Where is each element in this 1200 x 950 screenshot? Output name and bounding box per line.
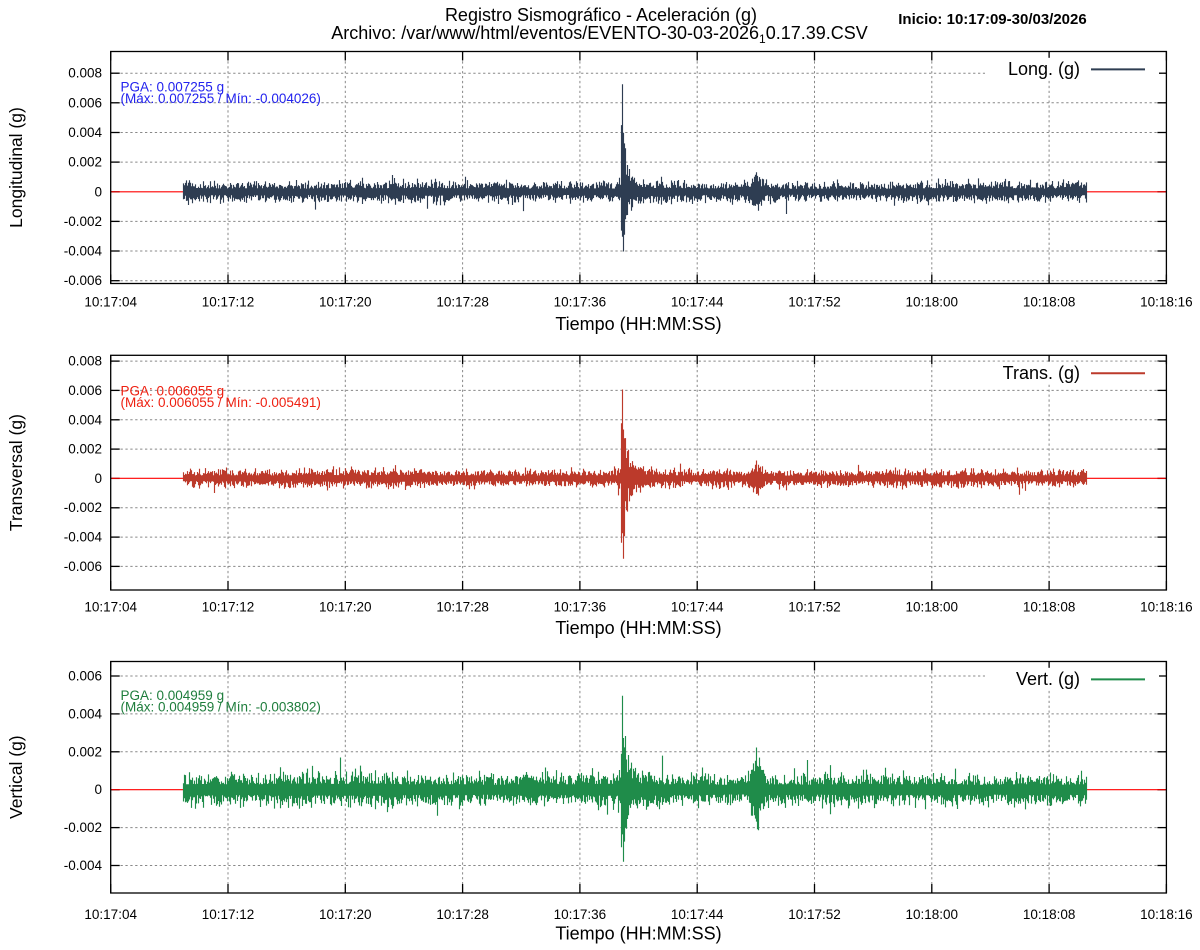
- svg-text:10:17:52: 10:17:52: [788, 295, 841, 310]
- svg-text:0: 0: [94, 184, 102, 199]
- svg-text:PGA: 0.007255 g: PGA: 0.007255 g: [121, 80, 225, 95]
- svg-text:Archivo: /var/www/html/eventos: Archivo: /var/www/html/eventos/EVENTO-30…: [331, 23, 868, 46]
- svg-text:0.006: 0.006: [68, 669, 102, 684]
- svg-text:0.004: 0.004: [68, 706, 102, 721]
- svg-text:10:17:28: 10:17:28: [436, 600, 489, 615]
- svg-text:Tiempo (HH:MM:SS): Tiempo (HH:MM:SS): [555, 314, 721, 334]
- svg-text:10:17:04: 10:17:04: [84, 295, 137, 310]
- svg-text:-0.004: -0.004: [64, 244, 103, 259]
- svg-text:0.006: 0.006: [68, 95, 102, 110]
- svg-text:(Máx: 0.006055 / Mín: -0.00549: (Máx: 0.006055 / Mín: -0.005491): [121, 395, 321, 410]
- svg-text:Inicio: 10:17:09-30/03/2026: Inicio: 10:17:09-30/03/2026: [898, 11, 1086, 28]
- svg-text:-0.002: -0.002: [64, 500, 102, 515]
- svg-text:0.004: 0.004: [68, 125, 102, 140]
- svg-text:10:17:04: 10:17:04: [84, 600, 137, 615]
- svg-text:10:18:16: 10:18:16: [1140, 907, 1193, 922]
- svg-text:0.008: 0.008: [68, 66, 102, 81]
- svg-text:10:18:08: 10:18:08: [1023, 295, 1076, 310]
- svg-text:10:17:44: 10:17:44: [671, 600, 724, 615]
- svg-text:0.006: 0.006: [68, 383, 102, 398]
- svg-text:(Máx: 0.007255 / Mín: -0.00402: (Máx: 0.007255 / Mín: -0.004026): [121, 91, 321, 106]
- svg-text:Trans. (g): Trans. (g): [1003, 363, 1080, 383]
- svg-text:10:17:12: 10:17:12: [202, 907, 255, 922]
- svg-text:-0.004: -0.004: [64, 858, 103, 873]
- svg-text:(Máx: 0.004959 / Mín: -0.00380: (Máx: 0.004959 / Mín: -0.003802): [121, 700, 321, 715]
- svg-text:PGA: 0.004959 g: PGA: 0.004959 g: [121, 688, 225, 703]
- svg-text:-0.004: -0.004: [64, 530, 103, 545]
- svg-text:10:17:44: 10:17:44: [671, 295, 724, 310]
- svg-text:0.002: 0.002: [68, 155, 102, 170]
- svg-text:10:18:08: 10:18:08: [1023, 600, 1076, 615]
- svg-text:PGA: 0.006055 g: PGA: 0.006055 g: [121, 383, 225, 398]
- svg-text:10:18:00: 10:18:00: [906, 600, 959, 615]
- svg-text:10:17:52: 10:17:52: [788, 907, 841, 922]
- svg-text:0: 0: [94, 471, 102, 486]
- svg-text:-0.002: -0.002: [64, 820, 102, 835]
- svg-text:Tiempo (HH:MM:SS): Tiempo (HH:MM:SS): [555, 618, 721, 638]
- svg-text:0.002: 0.002: [68, 442, 102, 457]
- svg-text:Transversal (g): Transversal (g): [6, 414, 26, 531]
- svg-text:0.008: 0.008: [68, 354, 102, 369]
- svg-text:10:17:28: 10:17:28: [436, 907, 489, 922]
- svg-text:10:17:20: 10:17:20: [319, 907, 372, 922]
- svg-text:10:18:08: 10:18:08: [1023, 907, 1076, 922]
- svg-text:10:17:36: 10:17:36: [554, 600, 607, 615]
- svg-text:10:17:44: 10:17:44: [671, 907, 724, 922]
- svg-text:0.004: 0.004: [68, 412, 102, 427]
- svg-text:-0.002: -0.002: [64, 214, 102, 229]
- svg-text:10:17:20: 10:17:20: [319, 600, 372, 615]
- svg-text:Longitudinal (g): Longitudinal (g): [6, 107, 26, 228]
- svg-text:10:17:04: 10:17:04: [84, 907, 137, 922]
- svg-text:Vert. (g): Vert. (g): [1016, 669, 1080, 689]
- svg-text:10:17:52: 10:17:52: [788, 600, 841, 615]
- svg-text:Long. (g): Long. (g): [1008, 59, 1080, 79]
- svg-text:10:17:12: 10:17:12: [202, 295, 255, 310]
- svg-text:10:18:16: 10:18:16: [1140, 295, 1193, 310]
- svg-text:10:17:36: 10:17:36: [554, 295, 607, 310]
- svg-text:10:17:20: 10:17:20: [319, 295, 372, 310]
- svg-text:10:18:00: 10:18:00: [906, 295, 959, 310]
- svg-text:10:18:00: 10:18:00: [906, 907, 959, 922]
- svg-text:10:17:12: 10:17:12: [202, 600, 255, 615]
- svg-text:10:18:16: 10:18:16: [1140, 600, 1193, 615]
- svg-text:-0.006: -0.006: [64, 273, 102, 288]
- svg-text:Vertical (g): Vertical (g): [6, 735, 26, 819]
- svg-text:Registro Sismográfico - Aceler: Registro Sismográfico - Aceleración (g): [445, 5, 757, 25]
- svg-text:0: 0: [94, 782, 102, 797]
- svg-text:-0.006: -0.006: [64, 559, 102, 574]
- svg-text:Tiempo (HH:MM:SS): Tiempo (HH:MM:SS): [555, 924, 721, 944]
- svg-text:10:17:36: 10:17:36: [554, 907, 607, 922]
- svg-text:10:17:28: 10:17:28: [436, 295, 489, 310]
- svg-text:0.002: 0.002: [68, 744, 102, 759]
